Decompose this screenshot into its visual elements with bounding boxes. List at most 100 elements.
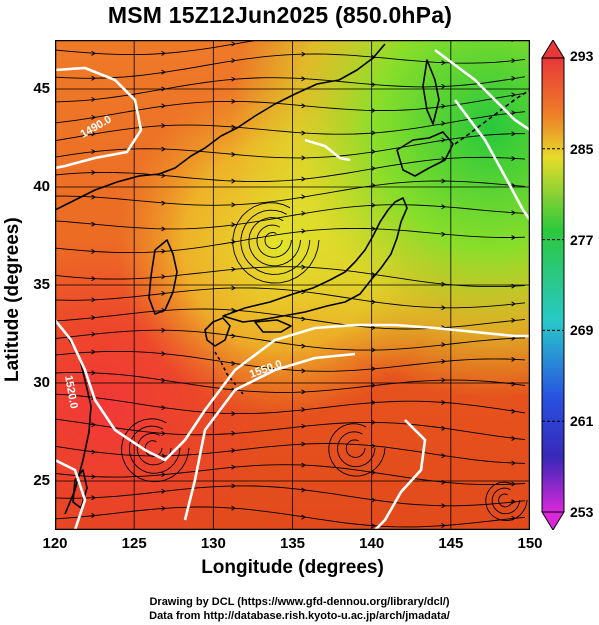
streamline — [232, 202, 320, 284]
streamline-arrow — [301, 51, 306, 57]
streamline-arrow — [301, 487, 306, 493]
streamline-arrow — [91, 131, 96, 137]
y-tick-label: 35 — [33, 276, 50, 293]
streamline — [240, 209, 311, 275]
streamline-arrow — [511, 408, 516, 414]
streamline-arrow — [161, 377, 166, 383]
streamline-arrow — [371, 325, 376, 331]
streamline-arrow — [301, 441, 306, 447]
streamline-arrow — [511, 283, 516, 289]
y-tick-label: 30 — [33, 374, 50, 391]
streamline-arrow — [231, 285, 236, 291]
x-axis-label: Longitude (degrees) — [201, 557, 384, 578]
streamline-arrow — [91, 449, 96, 455]
streamline-arrow — [91, 170, 96, 175]
streamline-arrow — [301, 130, 306, 136]
streamline-arrow — [441, 60, 446, 66]
coast-kuril — [454, 89, 530, 145]
streamline-arrow — [371, 470, 376, 476]
streamline — [55, 133, 525, 159]
streamline — [55, 111, 526, 142]
streamline-arrow — [231, 430, 236, 436]
streamline — [55, 227, 526, 254]
streamline-arrow — [511, 460, 516, 466]
streamline — [55, 287, 526, 309]
streamline-arrow — [231, 333, 236, 339]
streamline — [136, 432, 172, 466]
streamline-arrow — [441, 453, 446, 459]
streamline — [55, 204, 526, 230]
contour-label: 1520.0 — [62, 374, 80, 409]
x-tick-label: 150 — [517, 535, 543, 552]
streamline-arrow — [371, 347, 376, 353]
streamline-arrow — [91, 221, 96, 227]
colorbar-bottom-arrow — [541, 511, 565, 530]
streamline-arrow — [441, 103, 446, 109]
streamline-arrow — [161, 431, 166, 437]
streamline — [55, 443, 526, 464]
streamline — [55, 506, 526, 528]
streamline-arrow — [441, 479, 446, 485]
x-tick-label: 145 — [438, 535, 464, 552]
streamline — [55, 40, 261, 56]
streamline-arrow — [511, 499, 516, 505]
x-tick-label: 135 — [279, 535, 306, 552]
streamline-arrow — [441, 400, 446, 405]
x-tick-label: 140 — [359, 535, 385, 552]
streamline-arrow — [231, 202, 236, 208]
streamline-arrow — [441, 83, 446, 89]
streamline-arrow — [371, 523, 376, 529]
streamline — [55, 76, 526, 103]
streamline — [55, 53, 526, 79]
streamline-arrow — [371, 382, 376, 388]
streamline — [55, 393, 526, 415]
streamline-arrow — [301, 389, 306, 395]
contour-1520b — [453, 99, 530, 221]
streamline-arrow — [441, 231, 446, 237]
streamline-arrow — [511, 183, 516, 189]
streamline-arrow — [161, 146, 166, 152]
streamline-arrow — [511, 317, 516, 323]
streamline-arrow — [371, 400, 376, 406]
streamline — [55, 485, 526, 507]
streamline-arrow — [301, 228, 306, 234]
streamline-arrow — [511, 301, 516, 307]
streamline-arrow — [371, 226, 376, 232]
contour-1520 — [55, 319, 530, 462]
streamline-arrow — [161, 173, 166, 179]
streamline-arrow — [441, 120, 446, 126]
streamline-arrow — [301, 103, 306, 109]
coast-japan-honshu — [222, 197, 408, 323]
map-plot: 1490.0 1520.0 1550.0 — [55, 40, 530, 530]
streamline — [485, 481, 528, 522]
streamline-arrow — [231, 178, 236, 184]
streamline-arrow — [511, 356, 516, 362]
streamline-arrow — [511, 75, 516, 81]
streamline-arrow — [441, 178, 446, 184]
streamline-arrow — [371, 299, 376, 305]
streamline — [55, 372, 526, 393]
streamline-arrow — [91, 512, 96, 518]
streamline-arrow — [231, 98, 236, 104]
streamline-arrow — [231, 58, 236, 64]
streamline-arrow — [91, 495, 96, 501]
streamline-arrow — [301, 423, 306, 429]
y-axis-label: Latitude (degrees) — [2, 217, 23, 382]
streamline-arrow — [511, 110, 516, 116]
streamline — [55, 180, 526, 206]
coast-japan-kyushu — [204, 317, 231, 347]
streamline-arrow — [301, 76, 306, 82]
coast-japan-shikoku — [254, 319, 292, 333]
streamline-arrow — [161, 123, 166, 129]
streamline — [337, 431, 376, 468]
coast-asia-mainland — [55, 43, 386, 211]
streamline-arrow — [441, 358, 446, 364]
chart-title: MSM 15Z12Jun2025 (850.0hPa) — [107, 2, 453, 28]
contour-1550 — [183, 352, 356, 521]
streamline-arrow — [301, 407, 306, 413]
streamline — [55, 418, 526, 441]
streamline — [498, 493, 513, 508]
credit-data: Data from http://database.rish.kyoto-u.a… — [149, 610, 450, 622]
streamline-arrow — [301, 210, 306, 216]
colorbar — [541, 40, 565, 530]
